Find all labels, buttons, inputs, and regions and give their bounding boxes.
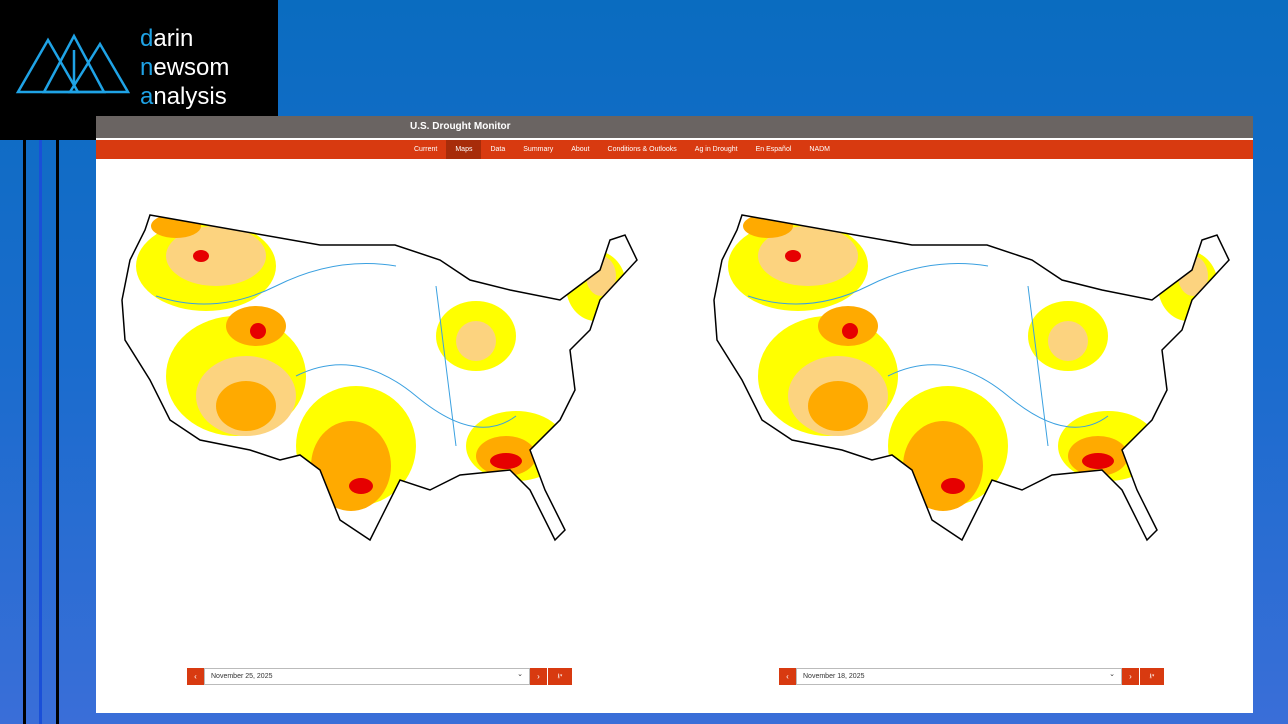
site-header: U.S. Drought Monitor — [96, 116, 1253, 140]
next-button[interactable]: › — [1122, 668, 1139, 685]
decor-line — [56, 140, 59, 724]
logo-word: darin — [140, 25, 194, 52]
download-button[interactable]: ⭳▾ — [548, 668, 572, 685]
maps — [96, 116, 1253, 713]
logo-word: analysis — [140, 83, 227, 110]
nav-item[interactable]: Summary — [523, 146, 554, 153]
nav-bar: Current Maps Data Summary About Conditio… — [96, 140, 1253, 159]
date-picker: ‹ November 25, 2025 › ⭳▾ — [187, 667, 572, 685]
drought-map — [714, 214, 1229, 540]
date-select[interactable]: November 25, 2025 — [204, 667, 530, 685]
nav-item[interactable]: About — [571, 146, 590, 153]
nav-item[interactable]: Current — [414, 146, 438, 153]
logo: darin newsom analysis — [0, 0, 278, 140]
logo-mark — [15, 33, 130, 94]
prev-button[interactable]: ‹ — [779, 668, 796, 685]
site-title: U.S. Drought Monitor — [410, 121, 511, 132]
download-button[interactable]: ⭳▾ — [1140, 668, 1164, 685]
drought-map — [122, 214, 637, 540]
nav-item[interactable]: NADM — [809, 146, 831, 153]
decor-line — [39, 140, 42, 724]
browser-panel: U.S. Drought Monitor Current Maps Data S… — [96, 116, 1253, 713]
next-button[interactable]: › — [530, 668, 547, 685]
nav-item[interactable]: En Español — [755, 146, 792, 153]
logo-word: newsom — [140, 54, 230, 81]
nav-item[interactable]: Maps — [446, 140, 482, 159]
nav-item[interactable]: Ag in Drought — [694, 146, 738, 153]
nav-item[interactable]: Data — [490, 146, 506, 153]
prev-button[interactable]: ‹ — [187, 668, 204, 685]
nav-item[interactable]: Conditions & Outlooks — [607, 146, 677, 153]
date-picker: ‹ November 18, 2025 › ⭳▾ — [779, 667, 1164, 685]
date-select[interactable]: November 18, 2025 — [796, 667, 1122, 685]
decor-line — [23, 140, 26, 724]
